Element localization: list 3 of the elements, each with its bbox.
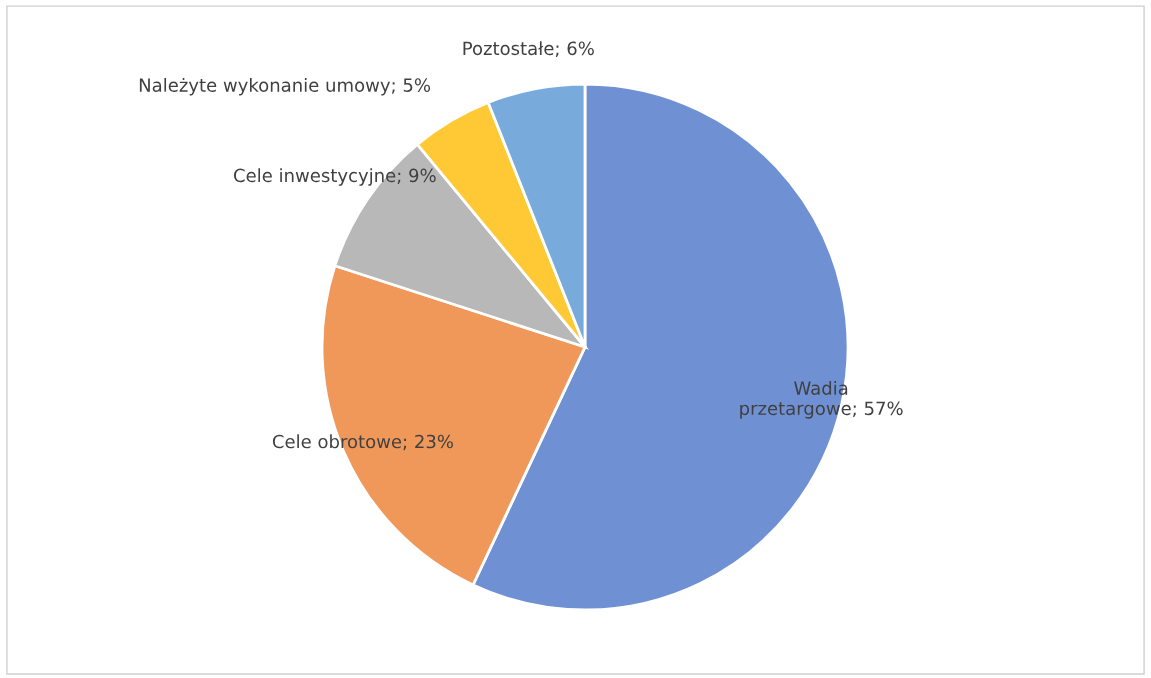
slice-label: Należyte wykonanie umowy; 5%: [139, 77, 431, 96]
slice-label: Poztostałe; 6%: [463, 41, 594, 57]
slice-label: Cele inwestycyjne; 9%: [234, 168, 436, 186]
